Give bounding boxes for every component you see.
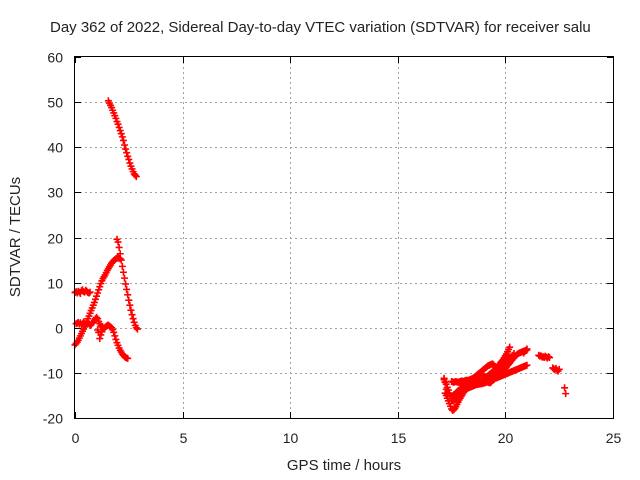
data-point [440,374,448,382]
data-point [129,315,137,323]
data-point [132,173,140,181]
data-point [116,127,124,135]
y-tick-label: 30 [47,185,63,201]
x-tick-label: 0 [72,430,80,446]
data-point [85,289,93,297]
data-point [120,274,128,282]
x-tick-label: 5 [180,430,188,446]
data-point [562,390,570,398]
data-point [133,325,141,333]
y-axis-label: SDTVAR / TECUs [7,177,24,297]
data-point [122,145,130,153]
data-point [124,152,132,160]
data-point [90,298,98,306]
data-point [442,385,450,393]
data-point [93,292,101,300]
data-point [523,361,531,369]
series-arc5 [72,313,132,362]
data-point [523,345,531,353]
series-arc15 [561,384,570,398]
y-tick-label: 20 [47,231,63,247]
data-point [506,343,514,351]
x-tick-label: 20 [498,430,514,446]
x-tick-label: 15 [391,430,407,446]
series-arc14 [549,364,563,375]
series-arc11 [448,354,514,405]
data-point [544,353,552,361]
data-point [122,280,130,288]
y-tick-label: 10 [47,276,63,292]
data-point [115,123,123,131]
data-point [110,328,118,336]
plot-frame [74,56,614,419]
y-tick-label: 60 [47,50,63,66]
series-arc6 [94,326,106,343]
data-point [132,324,140,332]
data-point [441,378,449,386]
x-tick-label: 10 [283,430,299,446]
data-point [116,250,124,258]
x-axis-label: GPS time / hours [287,457,401,474]
series-arc1 [104,97,140,181]
data-point [128,311,136,319]
x-tick-label: 25 [606,430,622,446]
y-tick-labels: -20 -10 0 10 20 30 40 50 60 [43,50,63,427]
data-point [443,390,451,398]
data-point [522,346,530,354]
data-point [126,159,134,167]
data-point [123,149,131,157]
data-point [118,262,126,270]
x-tick-labels: 0 5 10 15 20 25 [72,430,622,446]
data-point [124,354,132,362]
y-tick-label: 50 [47,95,63,111]
data-point [546,354,554,362]
data-point [125,296,133,304]
data-point [117,256,125,264]
data-point [125,155,133,163]
data-point [96,283,104,291]
data-point [118,133,126,141]
data-point [130,318,138,326]
y-tick-label: -10 [43,366,63,382]
data-point [93,313,101,321]
data-point [114,238,122,246]
data-point [96,335,104,343]
data-point [112,335,120,343]
data-point [115,243,123,251]
series-arc16 [520,345,531,357]
data-point [123,285,131,293]
grid-layer [75,57,613,418]
data-point [561,384,569,392]
data-point [126,301,134,309]
data-point [124,291,132,299]
data-point [127,306,135,314]
data-point [95,286,103,294]
data-point [98,328,106,336]
data-point [111,332,119,340]
data-point [505,354,513,362]
data-point [120,141,128,149]
data-point [114,120,122,128]
data-point [86,288,94,296]
data-point [506,354,514,362]
data-points [71,97,570,414]
series-arc12 [440,374,451,398]
y-tick-label: 0 [55,321,63,337]
y-tick-label: 40 [47,140,63,156]
data-point [555,365,563,373]
data-point [97,331,105,339]
data-point [112,114,120,122]
series-arc13 [535,351,554,362]
chart-title: Day 362 of 2022, Sidereal Day-to-day VTE… [50,19,591,36]
y-tick-label: -20 [43,411,63,427]
data-point [91,295,99,303]
data-point [117,130,125,138]
data-point [119,136,127,144]
data-point [131,171,139,179]
series-arc4 [113,235,141,333]
axis-ticks [75,57,614,419]
data-point [119,268,127,276]
data-point [94,289,102,297]
